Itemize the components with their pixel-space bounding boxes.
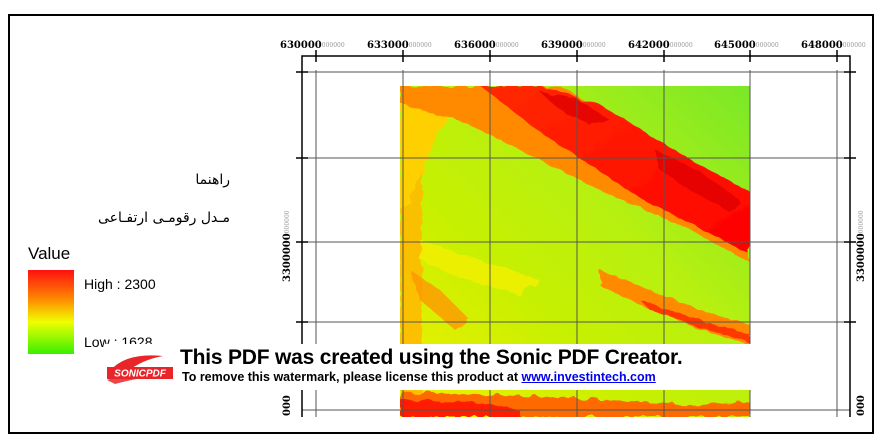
- y-tick-label-right-bottom: 000: [856, 395, 867, 416]
- sonicpdf-logo-icon: SONICPDF: [107, 355, 173, 384]
- legend-high-label: High : 2300: [84, 276, 156, 292]
- top-ticks: [315, 50, 838, 62]
- investintech-link[interactable]: www.investintech.com: [521, 370, 656, 384]
- pdf-watermark-banner: SONICPDF This PDF was created using the …: [105, 344, 785, 390]
- side-ticks: [296, 71, 856, 323]
- x-tick-label-639000: 639000000000: [541, 40, 606, 51]
- y-tick-label-left-bottom: 000: [282, 395, 293, 416]
- legend-color-ramp: [28, 270, 74, 354]
- y-tick-label-left: 3300000000000: [282, 210, 293, 282]
- x-tick-label-648000: 648000000000: [801, 40, 866, 51]
- x-tick-label-636000: 636000000000: [454, 40, 519, 51]
- legend-field-name: Value: [28, 244, 71, 263]
- x-tick-label-642000: 642000000000: [628, 40, 693, 51]
- logo-text: SONICPDF: [114, 369, 167, 380]
- legend-layer-name: مـدل رقومـی ارتفـاعی: [98, 210, 230, 226]
- y-tick-label-right: 3300000000000: [856, 210, 867, 282]
- x-tick-label-630000: 630000000000: [280, 40, 345, 51]
- x-tick-label-633000: 633000000000: [367, 40, 432, 51]
- legend-title: راهنما: [195, 172, 230, 188]
- map-neatline: [301, 55, 851, 417]
- watermark-line-2: To remove this watermark, please license…: [182, 370, 656, 384]
- watermark-line-1: This PDF was created using the Sonic PDF…: [180, 346, 683, 369]
- x-tick-label-645000: 645000000000: [714, 40, 779, 51]
